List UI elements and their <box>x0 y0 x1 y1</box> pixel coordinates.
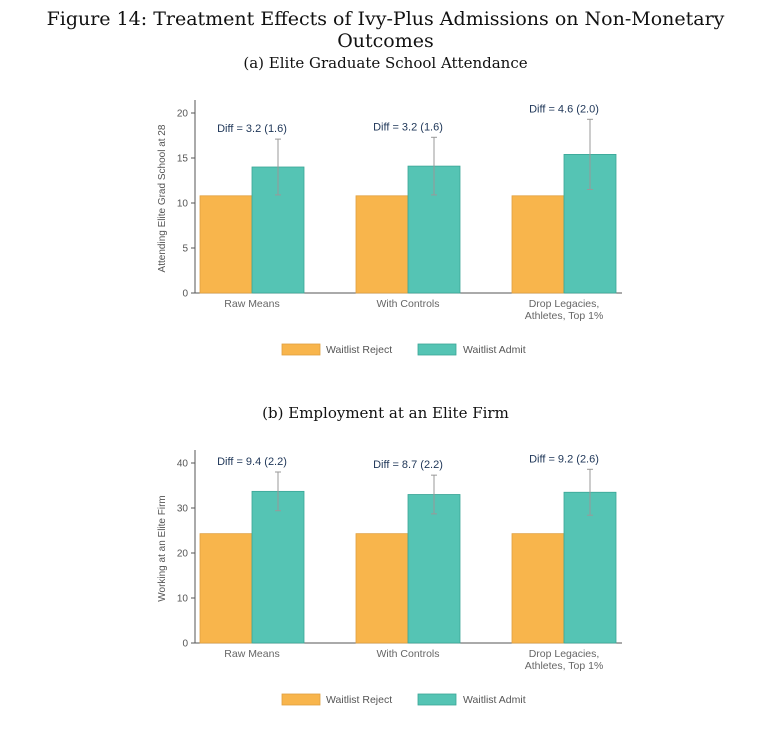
panel-a-title: (a) Elite Graduate School Attendance <box>243 54 528 72</box>
bar-waitlist-reject <box>355 195 409 294</box>
figure-title: Figure 14: Treatment Effects of Ivy-Plus… <box>46 8 725 52</box>
panel-b-title: (b) Employment at an Elite Firm <box>262 404 509 422</box>
y-axis-label: Attending Elite Grad School at 28 <box>157 124 168 272</box>
chart-a: 0 5 10 15 20 Attending Elite Grad School at 2… <box>157 100 622 356</box>
x-category-label-line: With Controls <box>376 648 439 660</box>
x-category-label: Drop Legacies, Athletes, Top 1% <box>525 298 604 322</box>
x-category-label-line: Athletes, Top 1% <box>525 660 604 672</box>
bar-waitlist-reject <box>511 533 565 644</box>
diff-annotation: Diff = 4.6 (2.0) <box>529 103 599 115</box>
legend-swatch-reject <box>281 693 321 706</box>
legend-label-admit: Waitlist Admit <box>463 694 526 706</box>
x-category-label-line: Raw Means <box>224 648 279 660</box>
x-category-label-line: Drop Legacies, <box>529 298 600 310</box>
diff-annotation: Diff = 9.4 (2.2) <box>217 456 287 468</box>
bar-waitlist-admit <box>563 491 617 644</box>
x-category-label: Drop Legacies, Athletes, Top 1% <box>525 648 604 672</box>
diff-annotation: Diff = 3.2 (1.6) <box>373 121 443 133</box>
y-tick-label: 15 <box>177 154 189 165</box>
legend-label-admit: Waitlist Admit <box>463 344 526 356</box>
legend-swatch-admit <box>417 693 457 706</box>
y-axis-label: Working at an Elite Firm <box>157 495 168 602</box>
y-tick-label: 20 <box>177 109 189 120</box>
x-category-label: With Controls <box>376 648 439 660</box>
y-tick-label: 0 <box>182 639 188 650</box>
x-category-label-line: Drop Legacies, <box>529 648 600 660</box>
bar-waitlist-reject <box>355 533 409 644</box>
legend-swatch-admit <box>417 343 457 356</box>
bar-waitlist-admit <box>251 490 305 644</box>
x-category-label-line: Athletes, Top 1% <box>525 310 604 322</box>
y-tick-label: 40 <box>177 459 189 470</box>
bar-waitlist-admit <box>407 494 461 644</box>
x-category-label: Raw Means <box>224 648 279 660</box>
y-tick-label: 10 <box>177 199 189 210</box>
y-tick-label: 5 <box>182 244 188 255</box>
x-category-label-line: Raw Means <box>224 298 279 310</box>
y-tick-label: 20 <box>177 549 189 560</box>
legend-swatch-reject <box>281 343 321 356</box>
bar-waitlist-reject <box>511 195 565 294</box>
x-category-label-line: With Controls <box>376 298 439 310</box>
legend-label-reject: Waitlist Reject <box>326 694 392 706</box>
y-tick-label: 10 <box>177 594 189 605</box>
x-category-label: With Controls <box>376 298 439 310</box>
bar-waitlist-reject <box>199 195 253 294</box>
chart-b: 0 10 20 30 40 Working at an Elite Firm Diff = … <box>157 450 622 706</box>
y-tick-label: 30 <box>177 504 189 515</box>
y-tick-label: 0 <box>182 289 188 300</box>
bar-waitlist-reject <box>199 533 253 644</box>
x-category-label: Raw Means <box>224 298 279 310</box>
diff-annotation: Diff = 9.2 (2.6) <box>529 453 599 465</box>
diff-annotation: Diff = 8.7 (2.2) <box>373 459 443 471</box>
legend-label-reject: Waitlist Reject <box>326 344 392 356</box>
diff-annotation: Diff = 3.2 (1.6) <box>217 123 287 135</box>
